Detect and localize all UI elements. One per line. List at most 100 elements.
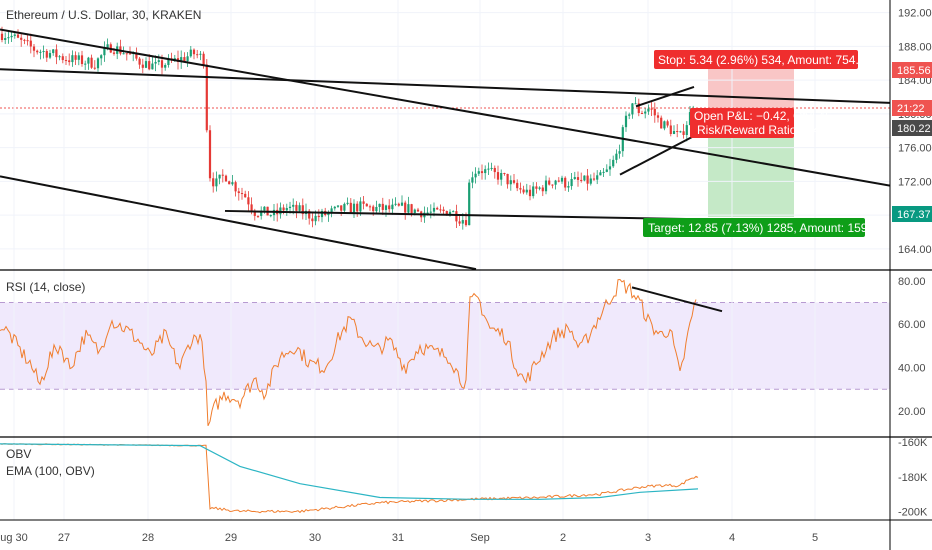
candle-body <box>93 67 96 69</box>
candle-body <box>260 210 263 216</box>
time-tick-label: 5 <box>812 532 818 544</box>
candle-body <box>141 64 144 68</box>
candle-body <box>672 130 676 135</box>
candle-body <box>77 55 80 60</box>
trendline-wedge-upper[interactable] <box>635 85 695 108</box>
candle-body <box>55 49 58 58</box>
candle-body <box>224 175 228 182</box>
candle-body <box>29 40 32 47</box>
candle-body <box>432 207 436 212</box>
price-tag-label: 167.37 <box>897 209 931 221</box>
candle-body <box>343 203 346 211</box>
candle-body <box>128 53 132 55</box>
candle-body <box>570 178 573 187</box>
trendline-lower-channel[interactable] <box>0 175 477 271</box>
candle-body <box>637 103 640 113</box>
candle-body <box>436 207 439 210</box>
candle-body <box>663 121 666 129</box>
candle-body <box>106 44 109 49</box>
price-tag-label: 21:22 <box>897 103 925 115</box>
candle-body <box>512 180 516 183</box>
price-tags: 185.56 21:22 180.22 167.37 <box>892 62 932 222</box>
candle-body <box>253 210 256 216</box>
time-tick-label: 3 <box>645 532 651 544</box>
candle-body <box>151 63 154 70</box>
candle-body <box>103 48 106 56</box>
candle-body <box>250 204 253 211</box>
price-tick-label: 184.00 <box>898 75 932 87</box>
candle-body <box>628 114 631 116</box>
candle-body <box>679 131 682 133</box>
candle-body <box>493 167 496 173</box>
price-tag-label: 185.56 <box>897 65 931 77</box>
candle-body <box>368 206 372 208</box>
candle-body <box>263 206 266 211</box>
candle-body <box>74 55 77 60</box>
candle-body <box>244 193 247 198</box>
rsi-tick-label: 40.00 <box>898 363 926 375</box>
candle-body <box>282 207 285 211</box>
candle-body <box>416 209 420 212</box>
rsi-tick-label: 20.00 <box>898 406 926 418</box>
candle-body <box>279 207 282 215</box>
target-box[interactable] <box>643 218 865 237</box>
stop-box[interactable] <box>654 50 858 69</box>
chart-title[interactable]: Ethereum / U.S. Dollar, 30, KRAKEN <box>6 8 201 22</box>
candle-body <box>455 211 458 222</box>
obv-tick-label: -200K <box>898 506 928 518</box>
pnl-box[interactable] <box>690 108 794 138</box>
ema-label[interactable]: EMA (100, OBV) <box>6 464 95 478</box>
candle-body <box>167 58 170 65</box>
candle-body <box>388 205 391 210</box>
candle-body <box>23 39 26 41</box>
candle-body <box>522 189 525 193</box>
candle-body <box>644 111 647 114</box>
candle-body <box>4 38 7 40</box>
candle-body <box>551 184 554 186</box>
candle-body <box>154 61 157 64</box>
candle-body <box>247 197 250 205</box>
candle-body <box>199 53 202 55</box>
candle-body <box>564 177 567 188</box>
trendline-resistance-2[interactable] <box>0 68 891 104</box>
candle-body <box>285 208 288 211</box>
candle-body <box>317 215 320 218</box>
obv-label[interactable]: OBV <box>6 447 31 461</box>
time-axis[interactable]: ug 30 27 28 29 30 31 Sep 2 3 4 5 <box>0 532 818 544</box>
candle-body <box>599 172 602 176</box>
trendline-resistance-1[interactable] <box>0 28 891 187</box>
candle-body <box>583 175 586 181</box>
candle-body <box>125 53 128 55</box>
rsi-axis[interactable]: 80.00 60.00 40.00 20.00 <box>898 276 926 418</box>
trendline-wedge-lower[interactable] <box>619 129 705 176</box>
rsi-divergence-line[interactable] <box>631 286 723 313</box>
candle-body <box>205 64 208 131</box>
candle-body <box>468 182 471 226</box>
time-tick-label: 31 <box>392 532 404 544</box>
candle-body <box>215 178 218 187</box>
candle-body <box>314 215 317 222</box>
rsi-label[interactable]: RSI (14, close) <box>6 280 85 294</box>
candle-body <box>464 220 468 226</box>
trendlines[interactable] <box>0 28 891 271</box>
candle-body <box>474 173 477 178</box>
candle-body <box>602 171 605 173</box>
trendline-support[interactable] <box>224 209 709 221</box>
obv-axis[interactable]: -160K -180K -200K <box>898 437 928 518</box>
candle-body <box>80 55 84 65</box>
candle-body <box>36 50 39 53</box>
candle-body <box>192 49 196 55</box>
candle-body <box>381 203 384 210</box>
candle-body <box>666 121 669 126</box>
candle-body <box>669 125 672 135</box>
obv-tick-label: -180K <box>898 472 928 484</box>
candle-body <box>544 180 548 192</box>
candle-body <box>320 210 324 218</box>
candle-body <box>535 186 538 189</box>
candle-body <box>426 212 429 214</box>
candle-body <box>653 108 656 116</box>
candle-body <box>372 206 375 212</box>
candle-body <box>58 56 61 58</box>
candle-body <box>228 181 231 185</box>
